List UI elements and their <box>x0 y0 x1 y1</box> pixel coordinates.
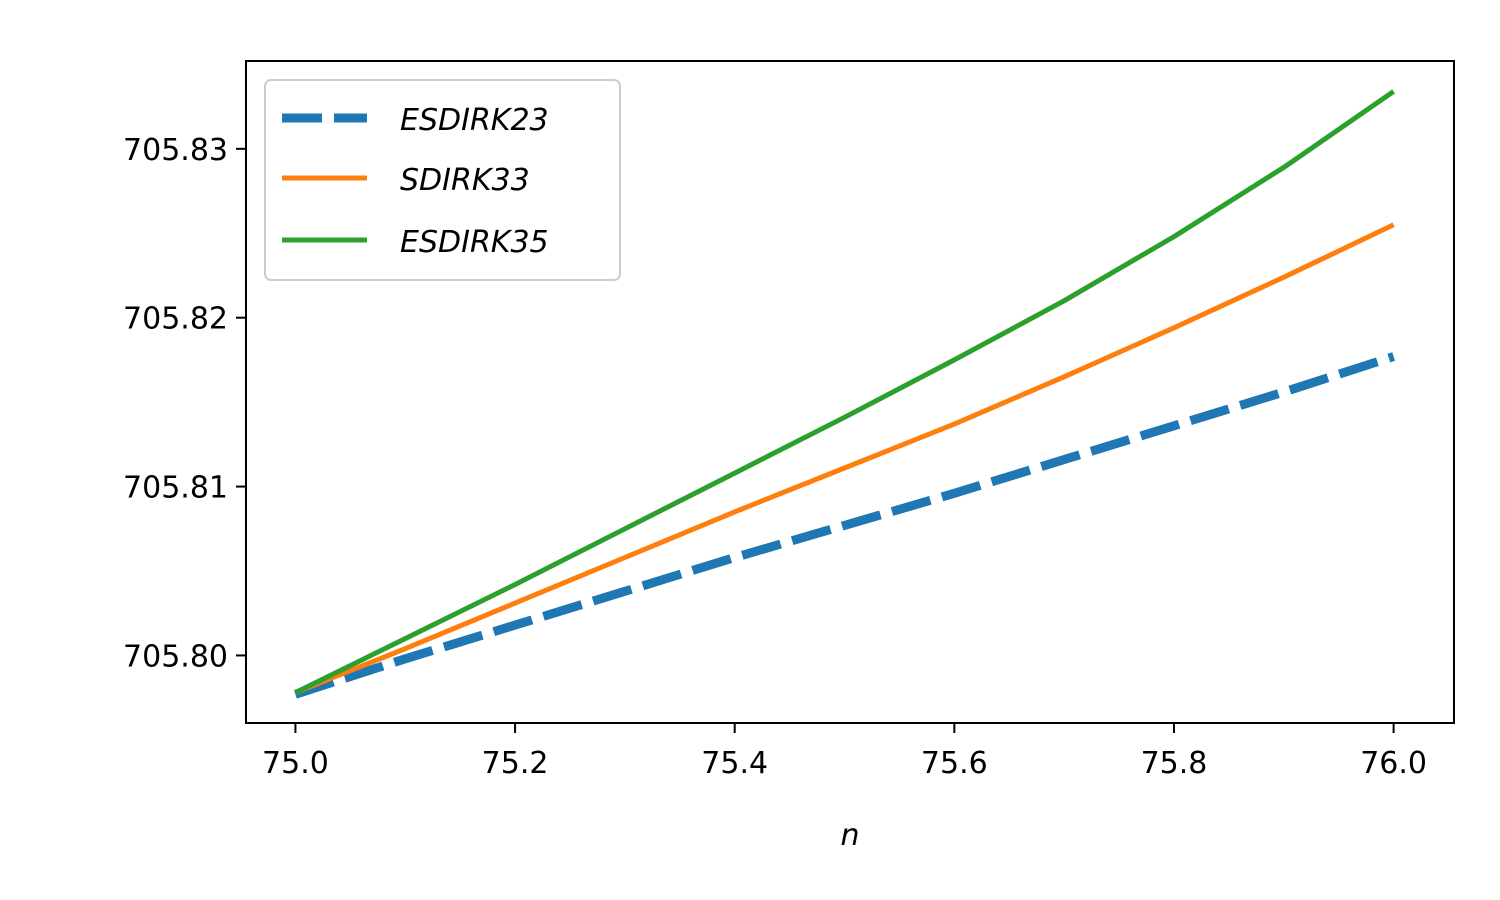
y-axis: 705.80 705.81 705.82 705.83 <box>123 133 246 674</box>
x-tick-label: 76.0 <box>1360 746 1427 781</box>
x-tick-label: 75.4 <box>701 746 768 781</box>
y-tick-label: 705.81 <box>123 471 228 506</box>
series-line-esdirk35 <box>294 89 1396 695</box>
y-tick-label: 705.83 <box>123 133 228 168</box>
y-tick-label: 705.82 <box>123 302 228 337</box>
y-tick-label: 705.80 <box>123 639 228 674</box>
x-axis-label: n <box>840 818 859 853</box>
x-tick-label: 75.8 <box>1141 746 1208 781</box>
legend-label-sdirk33: SDIRK33 <box>400 163 530 198</box>
x-tick-label: 75.2 <box>482 746 549 781</box>
series-line-sdirk33 <box>294 222 1395 695</box>
x-axis: 75.0 75.2 75.4 75.6 75.8 76.0 <box>262 723 1427 781</box>
legend-box <box>264 79 621 281</box>
series-line-esdirk23 <box>294 352 1395 699</box>
plot-frame <box>245 60 1455 724</box>
x-tick-label: 75.0 <box>262 746 329 781</box>
series-layer <box>294 89 1396 699</box>
legend-label-esdirk23: ESDIRK23 <box>400 103 549 138</box>
x-tick-label: 75.6 <box>921 746 988 781</box>
legend: ESDIRK23 SDIRK33 ESDIRK35 <box>264 79 621 281</box>
legend-label-esdirk35: ESDIRK35 <box>400 225 549 260</box>
